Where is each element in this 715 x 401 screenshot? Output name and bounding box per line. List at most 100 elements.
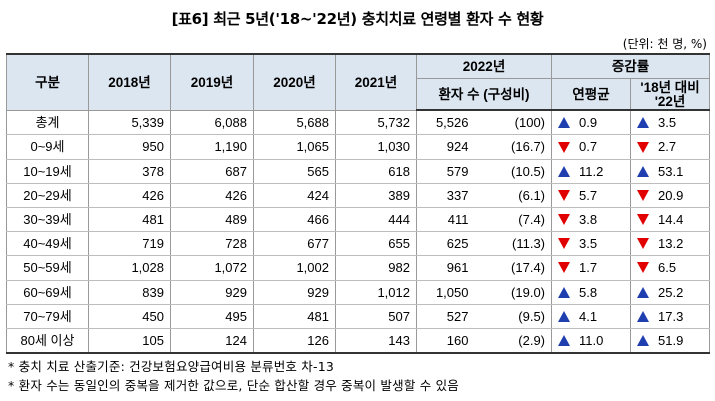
- triangle-down-icon: [558, 262, 571, 274]
- change-value: 1.7: [579, 260, 598, 276]
- table-row: 60~69세 839 929 929 1,012 1,050 (19.0) 5.8 25.2: [6, 280, 711, 305]
- triangle-down-icon: [558, 141, 571, 153]
- cell-2021: 507: [335, 304, 417, 329]
- cell-2019: 124: [170, 328, 254, 355]
- cell-vs18-change: 14.4: [630, 207, 711, 233]
- change-value: 0.7: [579, 139, 598, 155]
- cell-2020: 677: [253, 231, 336, 257]
- cell-2021: 143: [335, 328, 417, 355]
- cell-2021: 655: [335, 231, 417, 257]
- row-category: 40~49세: [6, 231, 89, 257]
- triangle-down-icon: [558, 214, 571, 226]
- cell-2022-patients: 527: [416, 304, 471, 329]
- footnote-criteria: * 충치 치료 산출기준: 건강보험요양급여비용 분류번호 차-13: [8, 359, 335, 374]
- cell-2022-patients: 924: [416, 134, 471, 160]
- change-value: 2.7: [658, 139, 677, 155]
- table-row: 20~29세 426 426 424 389 337 (6.1) 5.7 20.9: [6, 183, 711, 208]
- cell-2022-ratio: (11.3): [470, 231, 553, 257]
- row-category: 60~69세: [6, 280, 89, 305]
- triangle-down-icon: [637, 141, 650, 153]
- cell-2019: 489: [170, 207, 254, 233]
- cell-vs18-change: 17.3: [630, 304, 711, 329]
- header-vs18: '18년 대비 '22년: [630, 78, 711, 112]
- cell-annual-change: 11.2: [551, 159, 632, 184]
- cell-2018: 839: [88, 280, 171, 305]
- cell-annual-change: 3.8: [551, 207, 632, 233]
- row-category: 50~59세: [6, 255, 89, 281]
- triangle-up-icon: [558, 286, 571, 298]
- patient-table: 구분 2018년 2019년 2020년 2021년 2022년 증감률 환자 …: [6, 52, 711, 355]
- cell-vs18-change: 25.2: [630, 280, 711, 305]
- change-value: 20.9: [658, 187, 684, 203]
- cell-2018: 426: [88, 183, 171, 208]
- cell-2022-ratio: (9.5): [470, 304, 553, 329]
- change-value: 4.1: [579, 308, 598, 324]
- triangle-down-icon: [637, 238, 650, 250]
- cell-2021: 5,732: [335, 110, 417, 136]
- cell-2020: 481: [253, 304, 336, 329]
- change-value: 14.4: [658, 212, 684, 228]
- table-row: 80세 이상 105 124 126 143 160 (2.9) 11.0 51.9: [6, 328, 711, 355]
- unit-label: (단위: 천 명, %): [622, 37, 707, 51]
- cell-2022-ratio: (7.4): [470, 207, 553, 233]
- header-2020: 2020년: [253, 52, 336, 111]
- cell-2022-ratio: (16.7): [470, 134, 553, 160]
- header-2018: 2018년: [88, 52, 171, 111]
- table-row: 30~39세 481 489 466 444 411 (7.4) 3.8 14.4: [6, 207, 711, 233]
- cell-2018: 950: [88, 134, 171, 160]
- triangle-up-icon: [558, 335, 571, 347]
- header-2021: 2021년: [335, 52, 417, 111]
- cell-vs18-change: 53.1: [630, 159, 711, 184]
- cell-annual-change: 11.0: [551, 328, 632, 355]
- cell-2019: 426: [170, 183, 254, 208]
- change-value: 3.5: [658, 115, 677, 131]
- triangle-down-icon: [558, 189, 571, 201]
- triangle-up-icon: [637, 165, 650, 177]
- cell-annual-change: 1.7: [551, 255, 632, 281]
- triangle-up-icon: [637, 335, 650, 347]
- change-value: 11.0: [579, 332, 604, 348]
- cell-vs18-change: 51.9: [630, 328, 711, 355]
- cell-2020: 126: [253, 328, 336, 355]
- cell-2022-ratio: (19.0): [470, 280, 553, 305]
- triangle-up-icon: [558, 310, 571, 322]
- table-row: 70~79세 450 495 481 507 527 (9.5) 4.1 17.3: [6, 304, 711, 329]
- cell-2018: 378: [88, 159, 171, 184]
- cell-annual-change: 0.7: [551, 134, 632, 160]
- cell-vs18-change: 6.5: [630, 255, 711, 281]
- change-value: 3.5: [579, 236, 598, 252]
- cell-2019: 495: [170, 304, 254, 329]
- row-category: 총계: [6, 110, 89, 136]
- cell-2021: 618: [335, 159, 417, 184]
- change-value: 17.3: [658, 308, 684, 324]
- header-vs18-line1: '18년 대비: [640, 80, 700, 96]
- header-patients: 환자 수 (구성비): [415, 78, 553, 112]
- cell-2022-patients: 579: [416, 159, 471, 184]
- change-value: 25.2: [658, 284, 684, 300]
- cell-annual-change: 0.9: [551, 110, 632, 136]
- change-value: 13.2: [658, 236, 684, 252]
- footnote-duplicates: * 환자 수는 동일인의 중복을 제거한 값으로, 단순 합산할 경우 중복이 …: [8, 378, 459, 393]
- header-2019: 2019년: [170, 52, 254, 111]
- triangle-down-icon: [558, 238, 571, 250]
- cell-2022-patients: 961: [416, 255, 471, 281]
- cell-2022-patients: 625: [416, 231, 471, 257]
- table-row: 0~9세 950 1,190 1,065 1,030 924 (16.7) 0.7 2.7: [6, 134, 711, 160]
- triangle-up-icon: [637, 286, 650, 298]
- header-2022: 2022년: [415, 53, 553, 80]
- cell-2022-patients: 337: [416, 183, 471, 208]
- triangle-up-icon: [558, 117, 571, 129]
- change-value: 5.7: [579, 187, 598, 203]
- cell-2020: 1,065: [253, 134, 336, 160]
- header-change: 증감률: [551, 53, 711, 80]
- cell-2022-ratio: (2.9): [470, 328, 553, 355]
- table-body: 총계 5,339 6,088 5,688 5,732 5,526 (100) 0.9 3.5 0~…: [6, 110, 711, 355]
- cell-2019: 929: [170, 280, 254, 305]
- table-row: 40~49세 719 728 677 655 625 (11.3) 3.5 13.2: [6, 231, 711, 257]
- header-annual: 연평균: [551, 78, 632, 112]
- cell-2020: 424: [253, 183, 336, 208]
- row-category: 70~79세: [6, 304, 89, 329]
- cell-2020: 1,002: [253, 255, 336, 281]
- cell-2020: 5,688: [253, 110, 336, 136]
- table-row: 10~19세 378 687 565 618 579 (10.5) 11.2 53.1: [6, 159, 711, 184]
